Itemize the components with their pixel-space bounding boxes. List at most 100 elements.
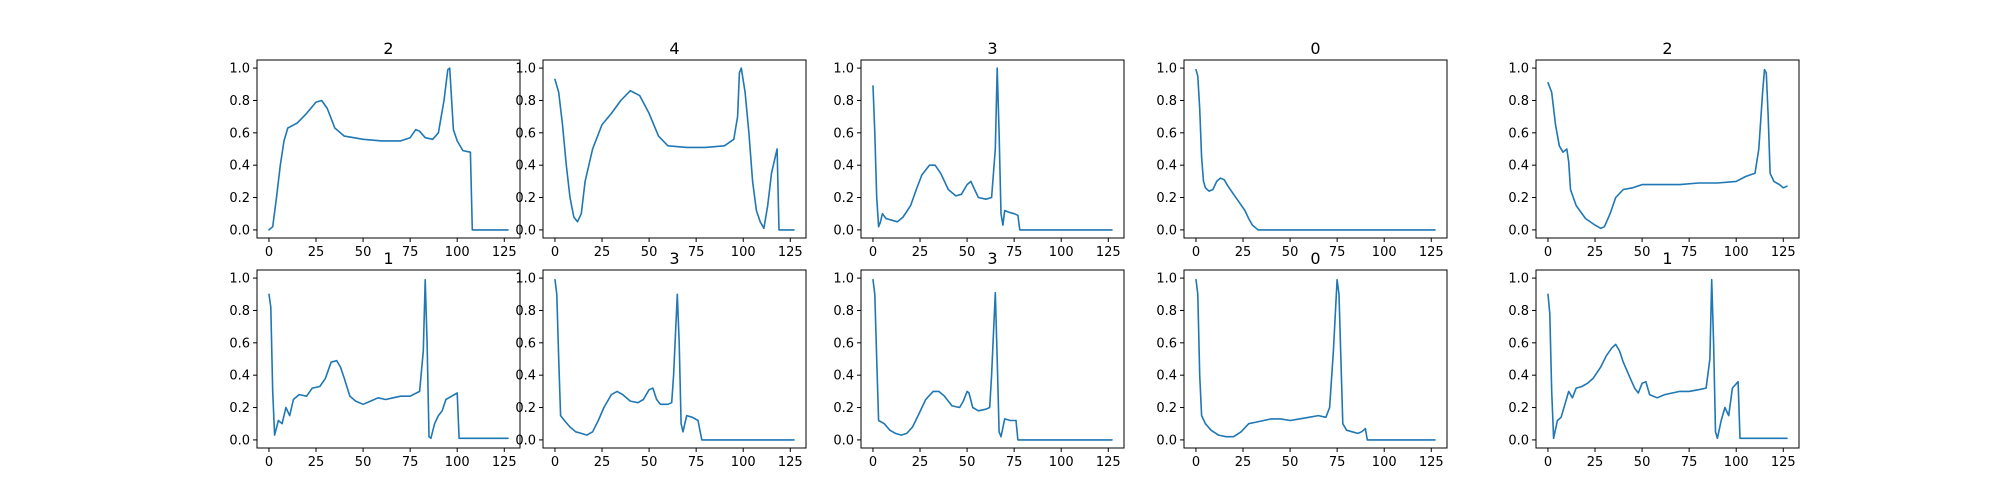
y-tick-label: 0.8 (833, 304, 854, 319)
y-tick-label: 0.6 (833, 126, 854, 141)
y-tick-label: 1.0 (1156, 62, 1177, 77)
subplot-title: 0 (1310, 249, 1320, 268)
x-tick-label: 25 (912, 245, 929, 260)
x-tick-label: 0 (265, 245, 273, 260)
x-tick-label: 100 (1372, 245, 1397, 260)
x-tick-label: 50 (1282, 455, 1299, 470)
x-tick-label: 0 (551, 455, 559, 470)
y-tick-label: 1.0 (1508, 62, 1529, 77)
subplot-title: 4 (669, 39, 679, 58)
x-tick-label: 0 (265, 455, 273, 470)
y-tick-label: 0.4 (229, 159, 250, 174)
x-tick-label: 75 (1329, 455, 1346, 470)
x-tick-label: 50 (1282, 245, 1299, 260)
x-tick-label: 75 (1681, 245, 1698, 260)
y-tick-label: 0.4 (1156, 369, 1177, 384)
x-tick-label: 75 (1681, 455, 1698, 470)
y-tick-label: 0.0 (1508, 433, 1529, 448)
x-tick-label: 50 (641, 245, 658, 260)
series-line (1547, 278, 1788, 440)
x-tick-label: 125 (492, 245, 517, 260)
x-tick-label: 0 (1544, 245, 1552, 260)
x-tick-label: 125 (1771, 245, 1796, 260)
x-tick-label: 0 (869, 245, 877, 260)
y-tick-label: 1.0 (1508, 272, 1529, 287)
y-tick-label: 0.6 (1508, 126, 1529, 141)
subplot-10: 0 25 50 75 100 125 0.0 0.2 0.4 0.6 0.8 1.0 1 (1508, 249, 1800, 470)
x-tick-label: 100 (1049, 245, 1074, 260)
x-tick-label: 75 (688, 245, 705, 260)
subplot-title: 0 (1310, 39, 1320, 58)
x-tick-label: 100 (445, 455, 470, 470)
subplot-title: 1 (1662, 249, 1672, 268)
y-tick-label: 0.4 (229, 369, 250, 384)
x-tick-label: 50 (959, 455, 976, 470)
x-tick-label: 100 (1049, 455, 1074, 470)
subplot-4: 0 25 50 75 100 125 0.0 0.2 0.4 0.6 0.8 1.0 0 (1156, 39, 1448, 260)
y-tick-label: 0.4 (833, 369, 854, 384)
y-tick-label: 0.4 (515, 159, 536, 174)
y-tick-label: 0.0 (515, 433, 536, 448)
x-tick-label: 75 (402, 245, 419, 260)
x-tick-label: 50 (355, 245, 372, 260)
y-tick-label: 0.2 (833, 401, 854, 416)
subplot-title: 1 (383, 249, 393, 268)
y-tick-label: 0.0 (229, 433, 250, 448)
subplot-3: 0 25 50 75 100 125 0.0 0.2 0.4 0.6 0.8 1.0 3 (833, 39, 1125, 260)
x-tick-label: 125 (1096, 455, 1121, 470)
x-tick-label: 75 (688, 455, 705, 470)
x-tick-label: 0 (869, 455, 877, 470)
y-tick-label: 0.2 (515, 191, 536, 206)
series-line (1195, 68, 1436, 231)
x-tick-label: 25 (594, 245, 611, 260)
x-tick-label: 25 (308, 455, 325, 470)
x-tick-label: 0 (1192, 245, 1200, 260)
x-tick-label: 50 (959, 245, 976, 260)
y-tick-label: 0.8 (1156, 94, 1177, 109)
x-tick-label: 50 (641, 455, 658, 470)
y-tick-label: 0.2 (833, 191, 854, 206)
y-tick-label: 0.8 (1156, 304, 1177, 319)
axes-frame (542, 59, 807, 239)
series-line (554, 67, 795, 231)
series-line (268, 278, 509, 440)
subplot-title: 3 (987, 249, 997, 268)
series-line (554, 278, 795, 441)
series-line (872, 67, 1113, 231)
x-tick-label: 125 (1096, 245, 1121, 260)
y-tick-label: 0.6 (515, 126, 536, 141)
y-tick-label: 0.4 (1508, 159, 1529, 174)
y-tick-label: 0.0 (1156, 223, 1177, 238)
y-tick-label: 1.0 (833, 62, 854, 77)
x-tick-label: 25 (308, 245, 325, 260)
y-tick-label: 0.6 (833, 336, 854, 351)
y-tick-label: 0.0 (229, 223, 250, 238)
y-tick-label: 0.6 (229, 336, 250, 351)
axes-frame (1183, 269, 1448, 449)
x-tick-label: 25 (1235, 245, 1252, 260)
x-tick-label: 75 (1006, 455, 1023, 470)
y-tick-label: 0.6 (1508, 336, 1529, 351)
y-tick-label: 0.2 (515, 401, 536, 416)
x-tick-label: 100 (1372, 455, 1397, 470)
axes-frame (1535, 269, 1800, 449)
series-line (872, 278, 1113, 441)
x-tick-label: 125 (778, 245, 803, 260)
y-tick-label: 0.8 (229, 94, 250, 109)
axes-frame (1535, 59, 1800, 239)
y-tick-label: 0.2 (1156, 191, 1177, 206)
x-tick-label: 125 (492, 455, 517, 470)
y-tick-label: 0.8 (833, 94, 854, 109)
x-tick-label: 0 (1192, 455, 1200, 470)
y-tick-label: 0.0 (1156, 433, 1177, 448)
subplot-2: 0 25 50 75 100 125 0.0 0.2 0.4 0.6 0.8 1.0 4 (515, 39, 807, 260)
x-tick-label: 50 (355, 455, 372, 470)
subplot-title: 2 (383, 39, 393, 58)
subplot-8: 0 25 50 75 100 125 0.0 0.2 0.4 0.6 0.8 1.0 3 (833, 249, 1125, 470)
y-tick-label: 0.0 (833, 223, 854, 238)
axes-frame (256, 59, 521, 239)
x-tick-label: 25 (912, 455, 929, 470)
y-tick-label: 0.2 (229, 191, 250, 206)
y-tick-label: 0.0 (515, 223, 536, 238)
